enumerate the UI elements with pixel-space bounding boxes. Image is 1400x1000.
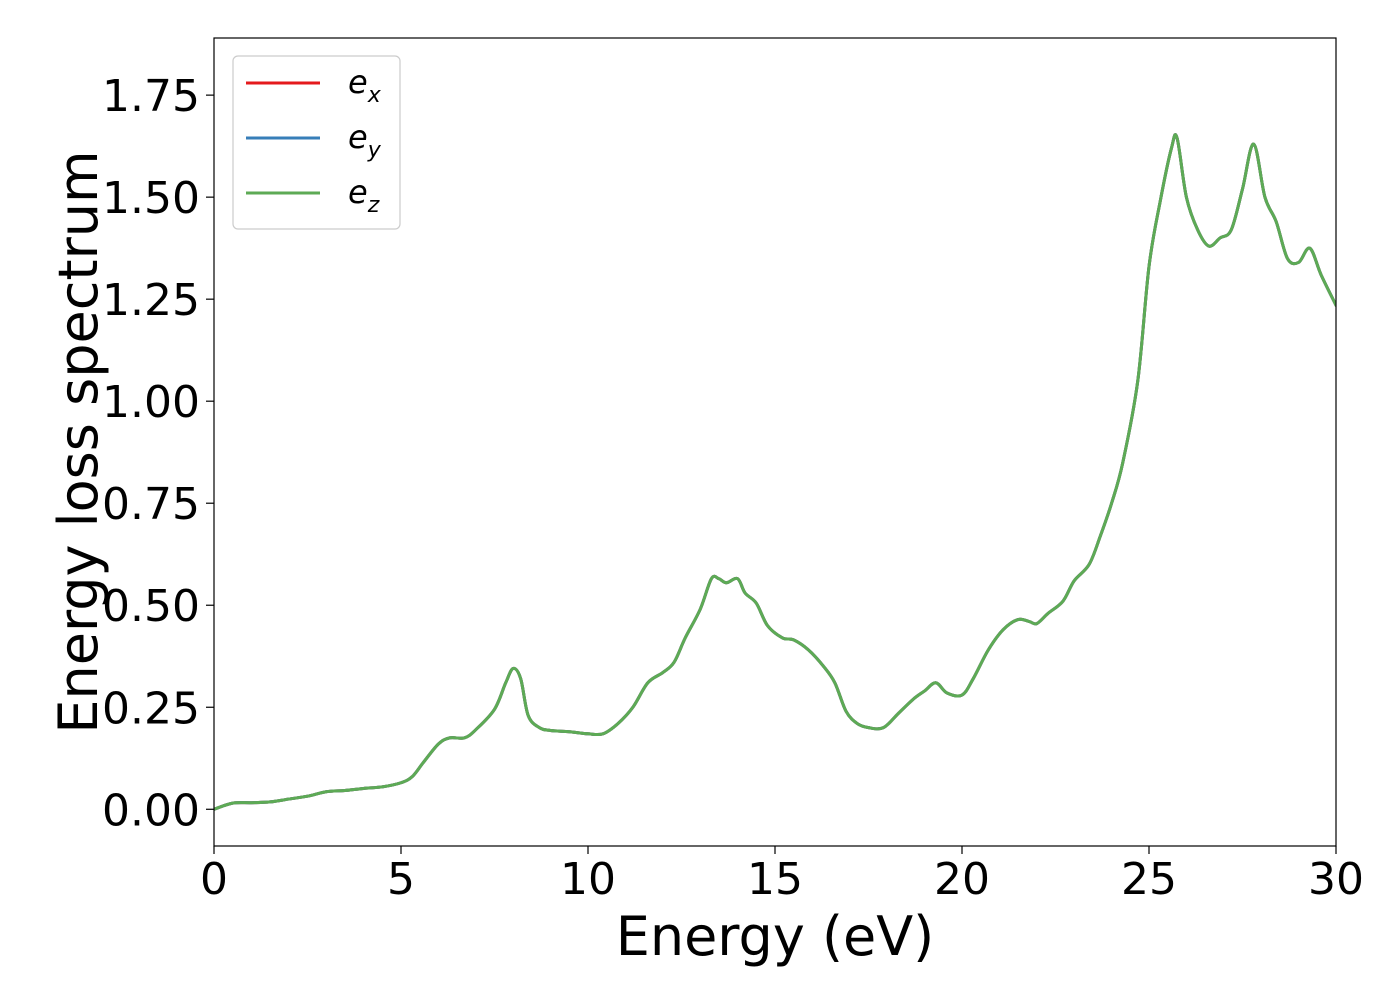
- series-line-z: [214, 133, 1336, 811]
- legend-label-base: e: [348, 173, 368, 211]
- x-axis-title: Energy (eV): [616, 905, 935, 968]
- legend-label-subscript: y: [367, 138, 382, 163]
- legend-label-base: e: [348, 118, 368, 156]
- x-tick-label: 15: [747, 854, 803, 905]
- legend-label-subscript: x: [367, 83, 382, 108]
- x-tick-label: 10: [560, 854, 616, 905]
- y-tick-label: 1.75: [102, 71, 200, 122]
- x-tick-label: 30: [1308, 854, 1364, 905]
- ticks-layer: 0 5 10 15 20 25 30 0.00 0.25 0.50 0.75 1.00 1.25 1.50…: [102, 71, 1364, 905]
- x-tick-label: 5: [387, 854, 415, 905]
- legend-label-y: ey: [348, 118, 382, 163]
- legend-label-subscript: z: [367, 193, 380, 218]
- x-tick-label: 0: [200, 854, 228, 905]
- y-tick-label: 0.25: [102, 683, 200, 734]
- legend-label-base: e: [348, 63, 368, 101]
- y-tick-label: 1.00: [102, 377, 200, 428]
- legend-box: [232, 55, 401, 230]
- x-tick-label: 25: [1121, 854, 1177, 905]
- y-tick-label: 1.50: [102, 173, 200, 224]
- y-tick-label: 0.00: [102, 785, 200, 836]
- y-tick-label: 1.25: [102, 275, 200, 326]
- y-axis-title: Energy loss spectrum: [47, 150, 110, 733]
- legend-label-x: ex: [348, 63, 382, 108]
- x-tick-label: 20: [934, 854, 990, 905]
- y-tick-label: 0.75: [102, 479, 200, 530]
- y-tick-label: 0.50: [102, 581, 200, 632]
- legend-label-z: ez: [348, 173, 380, 218]
- plot-layer: [214, 133, 1336, 811]
